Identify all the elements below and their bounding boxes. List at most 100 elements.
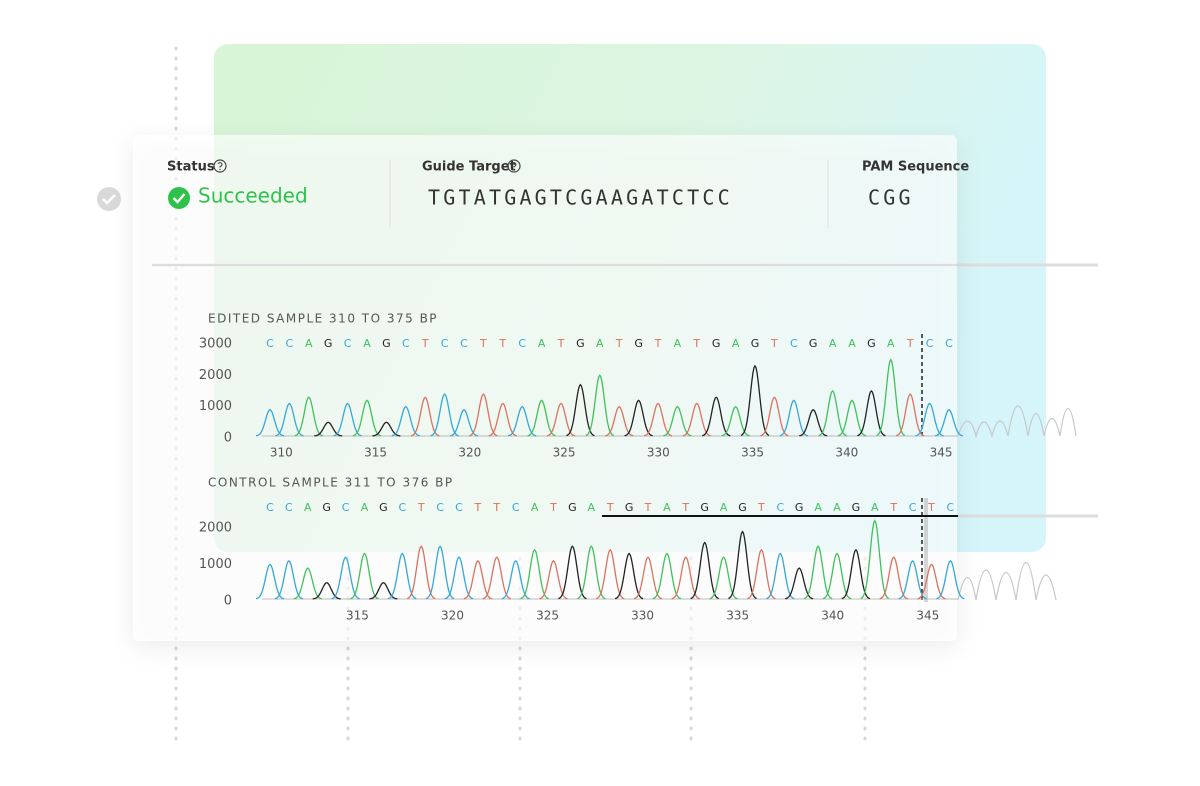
x-tick-label: 325 (536, 609, 559, 623)
peak (702, 396, 731, 437)
base-call: A (814, 501, 822, 514)
base-call: C (266, 337, 274, 350)
peak (469, 393, 498, 437)
success-icon (168, 187, 190, 209)
peak (314, 421, 343, 437)
pam-value: CGG (868, 186, 914, 210)
peak (527, 399, 556, 437)
base-call: C (512, 501, 520, 514)
peak (841, 548, 871, 600)
base-call: G (382, 337, 391, 350)
peak (766, 552, 795, 600)
base-call: G (324, 337, 333, 350)
peak (934, 409, 964, 437)
x-tick-label: 320 (441, 609, 464, 623)
peak (690, 541, 719, 600)
peak (585, 374, 615, 437)
base-call: C (342, 501, 350, 514)
base-call: A (305, 337, 313, 350)
peak (294, 396, 323, 437)
result-card (133, 135, 957, 641)
peak (274, 560, 304, 600)
base-call: G (809, 337, 818, 350)
x-tick-label: 345 (930, 446, 953, 460)
base-call: A (732, 337, 740, 350)
ghost-check (97, 187, 121, 211)
base-call: G (867, 337, 876, 350)
base-call: C (776, 501, 784, 514)
base-call: A (887, 337, 895, 350)
peak (779, 399, 808, 437)
base-call: T (889, 501, 897, 514)
base-call: T (692, 337, 700, 350)
base-call: T (549, 501, 557, 514)
base-call: T (421, 337, 429, 350)
base-call: G (712, 337, 721, 350)
base-call: G (568, 501, 577, 514)
x-tick-label: 335 (726, 609, 749, 623)
base-call: G (751, 337, 760, 350)
ghost-check-mark (102, 194, 116, 205)
y-tick-label: 2000 (199, 368, 232, 383)
base-call: A (829, 337, 837, 350)
base-call: A (833, 501, 841, 514)
x-tick-label: 315 (346, 609, 369, 623)
peak (430, 393, 459, 437)
base-call: T (770, 337, 778, 350)
status-label: Status (167, 160, 215, 175)
y-tick-label: 2000 (199, 521, 232, 536)
peak (352, 399, 382, 437)
peak (740, 364, 770, 436)
base-call: G (738, 501, 747, 514)
peak (709, 556, 738, 600)
base-call: G (852, 501, 861, 514)
base-call: C (926, 337, 934, 350)
base-call: C (402, 337, 410, 350)
base-call: C (460, 337, 468, 350)
base-call: A (361, 501, 369, 514)
x-tick-label: 320 (458, 446, 481, 460)
x-tick-label: 340 (821, 609, 844, 623)
peak (721, 405, 750, 437)
x-tick-label: 340 (835, 446, 858, 460)
base-call: C (286, 337, 294, 350)
base-call: T (557, 337, 565, 350)
base-call: T (606, 501, 614, 514)
peak (624, 399, 653, 437)
base-call: T (644, 501, 652, 514)
base-call: C (790, 337, 798, 350)
help-icon[interactable] (507, 159, 521, 173)
base-call: A (674, 337, 682, 350)
base-call: T (417, 501, 425, 514)
peak (728, 530, 757, 600)
help-icon[interactable] (213, 159, 227, 173)
base-call: C (909, 501, 917, 514)
base-call: G (322, 501, 331, 514)
peak (760, 396, 789, 437)
peak (785, 567, 814, 600)
x-tick-label: 310 (270, 446, 293, 460)
base-call: T (654, 337, 662, 350)
base-call: G (634, 337, 643, 350)
base-call: T (479, 337, 487, 350)
base-call: T (681, 501, 689, 514)
base-call: G (795, 501, 804, 514)
x-tick-label: 330 (631, 609, 654, 623)
base-call: A (588, 501, 596, 514)
base-call: A (304, 501, 312, 514)
peak (293, 567, 322, 600)
peak (312, 582, 341, 600)
y-tick-label: 3000 (199, 337, 232, 352)
peak (818, 390, 847, 437)
peak (520, 548, 549, 600)
y-tick-label: 0 (224, 431, 232, 446)
panel-title: CONTROL SAMPLE 311 TO 376 BP (208, 476, 454, 490)
base-call: A (720, 501, 728, 514)
success-check (172, 193, 186, 204)
base-call: C (441, 337, 449, 350)
base-call: G (700, 501, 709, 514)
base-call: A (871, 501, 879, 514)
base-call: T (474, 501, 482, 514)
